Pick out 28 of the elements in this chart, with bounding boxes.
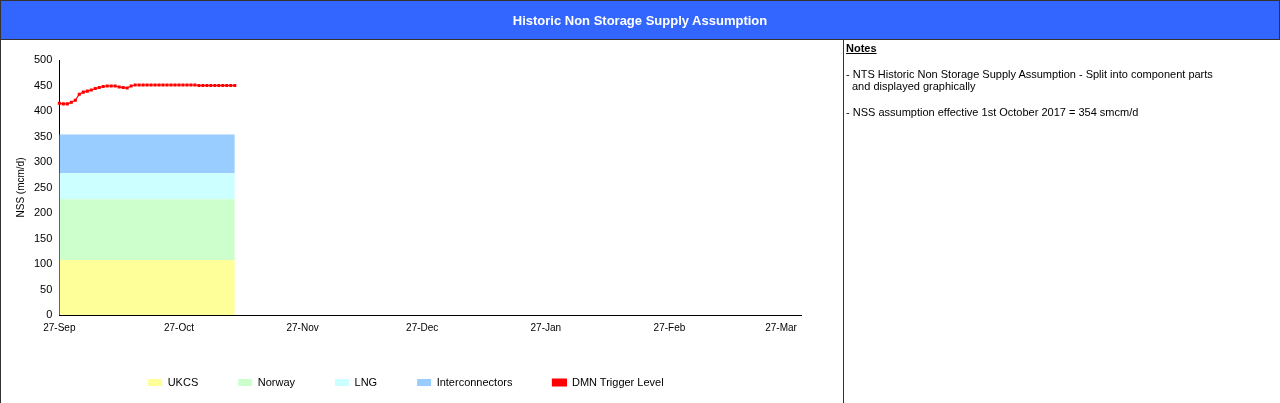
text: - NSS assumption effective 1st October 2017 = 354 smcm/d <box>846 106 1140 118</box>
legend-label: Interconnectors <box>436 375 513 388</box>
y-tick-label: 100 <box>33 257 53 270</box>
text: Notes <box>846 42 878 54</box>
y-tick-label: 500 <box>33 53 53 66</box>
x-tick-label: 27-Oct <box>163 321 195 333</box>
y-tick-label: 350 <box>33 129 53 142</box>
x-tick-label: 27-Jan <box>530 321 562 333</box>
x-tick-label: 27-Dec <box>406 321 439 333</box>
legend-label: UKCS <box>167 375 199 388</box>
x-tick-label: 27-Nov <box>286 321 319 333</box>
y-tick-label: 450 <box>33 78 53 91</box>
x-tick-label: 27-Mar <box>765 321 798 333</box>
y-tick-label: 50 <box>40 282 53 295</box>
legend-label: Norway <box>257 375 296 388</box>
text: - NTS Historic Non Storage Supply Assumption - Split into component parts and displayed graphically <box>846 68 1214 92</box>
chart-title: Historic Non Storage Supply Assumption <box>0 0 1280 40</box>
legend-label: DMN Trigger Level <box>571 375 664 388</box>
y-tick-label: 200 <box>33 206 53 219</box>
y-tick-label: 400 <box>33 104 53 117</box>
y-axis-title: NSS (mcm/d) <box>14 157 26 218</box>
y-tick-label: 150 <box>33 231 53 244</box>
legend-label: LNG <box>354 375 378 388</box>
y-tick-label: 300 <box>33 155 53 168</box>
y-tick-label: 0 <box>46 308 53 321</box>
y-tick-label: 250 <box>33 180 53 193</box>
x-tick-label: 27-Feb <box>653 321 686 333</box>
x-tick-label: 27-Sep <box>43 321 76 333</box>
